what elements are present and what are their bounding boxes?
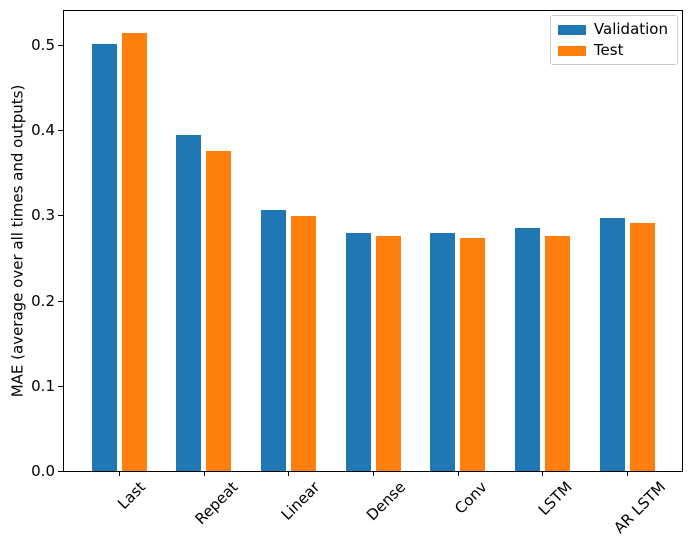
x-tick-mark <box>458 471 459 476</box>
bar-test-conv <box>460 238 486 471</box>
bar-test-lstm <box>544 235 570 471</box>
legend-label-test: Test <box>593 41 624 59</box>
y-tick-label: 0.4 <box>31 121 55 140</box>
legend-item-validation: Validation <box>557 20 668 39</box>
y-tick-label: 0.3 <box>31 206 55 225</box>
y-axis-label-wrap: MAE (average over all times and outputs) <box>4 10 30 472</box>
x-tick-label-repeat: Repeat <box>191 478 242 529</box>
bar-validation-dense <box>345 232 371 471</box>
bar-validation-ar-lstm <box>599 218 625 471</box>
bar-test-repeat <box>206 150 232 471</box>
x-tick-mark <box>204 471 205 476</box>
bar-test-dense <box>375 235 401 471</box>
validation-swatch <box>557 24 586 35</box>
y-tick-mark <box>58 471 63 472</box>
y-tick-mark <box>58 215 63 216</box>
x-tick-label-last: Last <box>114 478 150 513</box>
y-tick-label: 0.1 <box>31 376 55 395</box>
y-tick-mark <box>58 386 63 387</box>
y-tick-mark <box>58 301 63 302</box>
x-tick-mark <box>542 471 543 476</box>
bar-validation-lstm <box>514 228 540 471</box>
plot-area: Validation Test 0.0 0.1 0.2 0.3 0.4 0.5 Last Re… <box>31 10 683 537</box>
bar-validation-linear <box>260 210 286 471</box>
y-tick-mark <box>58 130 63 131</box>
y-tick-label: 0.0 <box>31 462 55 480</box>
legend: Validation Test <box>549 15 678 65</box>
y-tick-label: 0.2 <box>31 291 55 310</box>
test-swatch <box>557 45 586 56</box>
x-tick-mark <box>119 471 120 476</box>
x-tick-label-ar-lstm: AR LSTM <box>610 478 670 537</box>
x-tick-label-conv: Conv <box>450 478 491 518</box>
bar-validation-repeat <box>176 134 202 471</box>
x-tick-mark <box>288 471 289 476</box>
y-tick-label: 0.5 <box>31 36 55 55</box>
bar-test-linear <box>290 216 316 471</box>
legend-label-validation: Validation <box>593 20 668 38</box>
bar-test-last <box>121 33 147 471</box>
x-tick-label-dense: Dense <box>362 478 410 525</box>
y-tick-mark <box>58 45 63 46</box>
bar-validation-conv <box>430 232 456 471</box>
bar-validation-last <box>91 44 117 471</box>
x-tick-mark <box>627 471 628 476</box>
x-tick-label-lstm: LSTM <box>534 478 576 520</box>
legend-item-test: Test <box>557 41 668 60</box>
x-tick-label-linear: Linear <box>278 478 324 524</box>
bar-test-ar-lstm <box>629 223 655 471</box>
x-tick-mark <box>373 471 374 476</box>
